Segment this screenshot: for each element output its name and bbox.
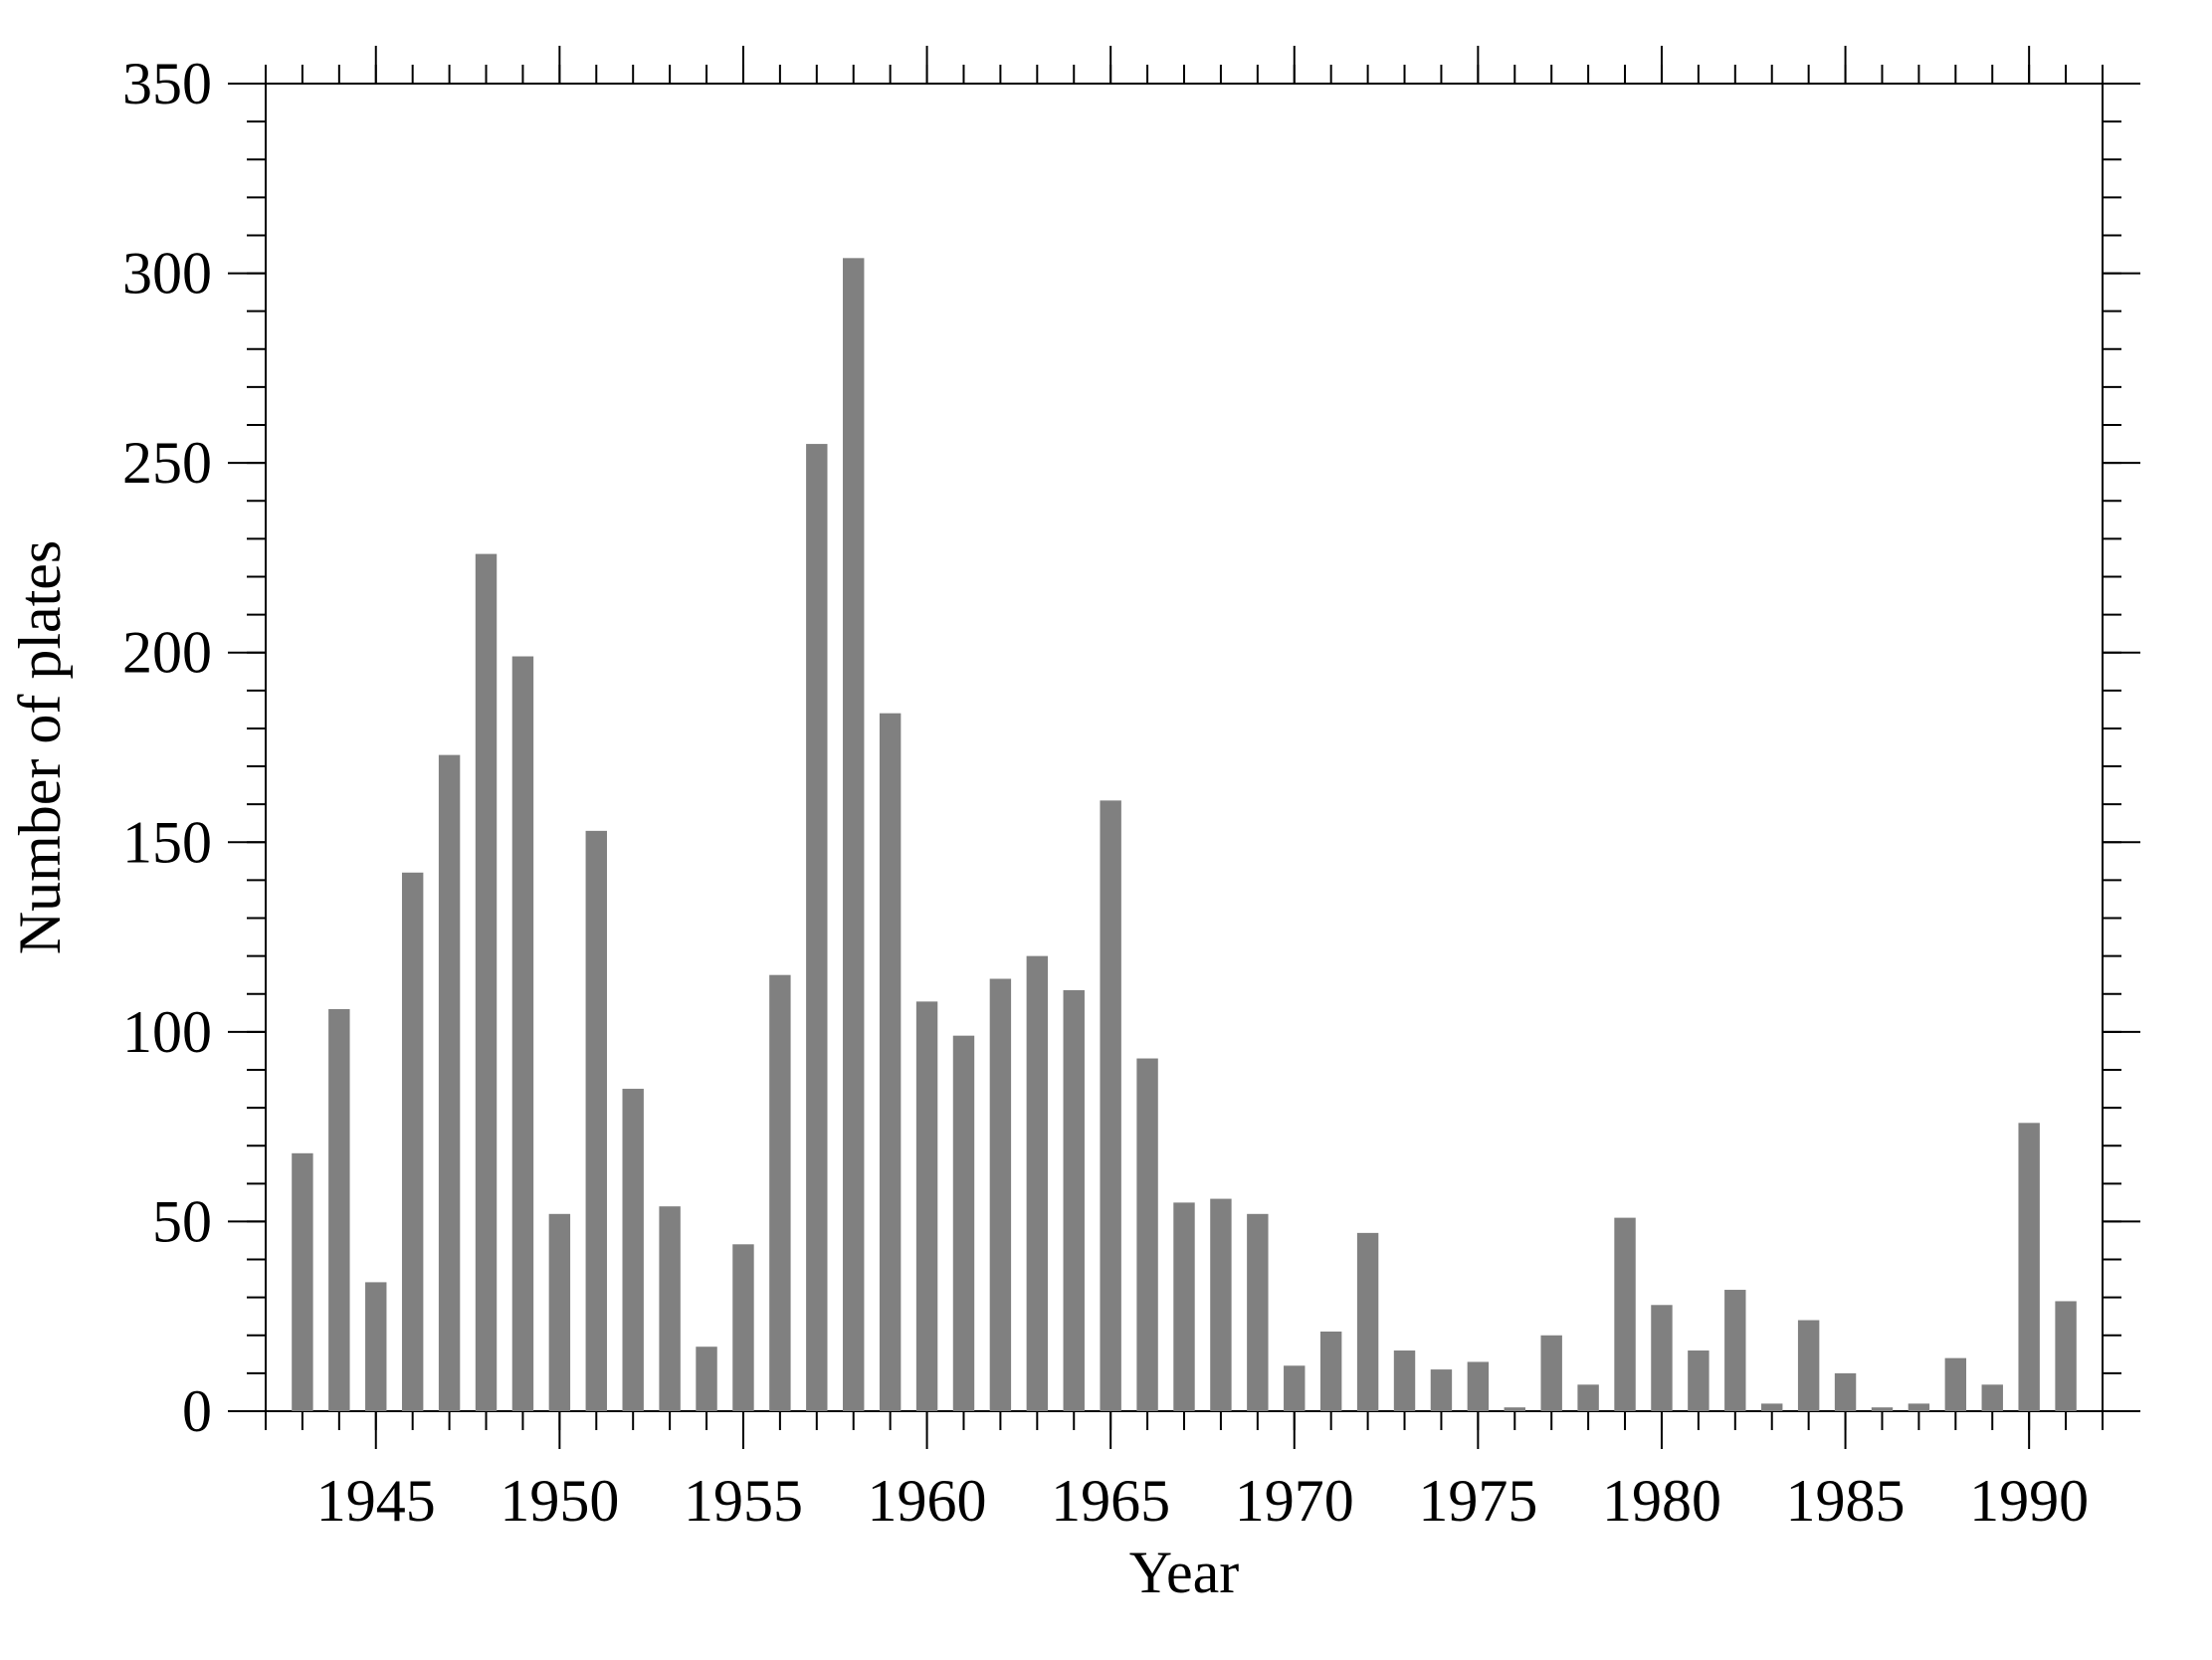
bar (1430, 1369, 1453, 1411)
y-tick-label: 350 (122, 51, 212, 116)
bar (1284, 1365, 1306, 1411)
y-tick-label: 150 (122, 809, 212, 875)
bar (2055, 1301, 2077, 1411)
bar (401, 872, 424, 1411)
bar (1614, 1217, 1636, 1411)
bar (1319, 1331, 1342, 1411)
bar (622, 1089, 644, 1411)
bar (1981, 1384, 2003, 1411)
y-tick-label: 200 (122, 620, 212, 686)
bar (1393, 1350, 1416, 1411)
bar (1504, 1407, 1525, 1411)
x-tick-label: 1980 (1602, 1468, 1721, 1534)
bar (1026, 955, 1049, 1411)
bar (1136, 1058, 1158, 1411)
bar (879, 713, 902, 1411)
x-tick-label: 1965 (1051, 1468, 1170, 1534)
y-tick-label: 50 (152, 1188, 212, 1254)
x-tick-label: 1960 (868, 1468, 987, 1534)
bar (1944, 1357, 1967, 1411)
x-tick-label: 1945 (316, 1468, 436, 1534)
bar (292, 1152, 313, 1411)
bar (1100, 800, 1121, 1411)
x-tick-label: 1985 (1786, 1468, 1906, 1534)
bar (548, 1213, 571, 1411)
bar (696, 1347, 717, 1411)
bar (438, 754, 461, 1411)
bar (475, 553, 498, 1411)
bar (1540, 1335, 1562, 1411)
bar (843, 258, 865, 1412)
x-tick-label: 1955 (684, 1468, 803, 1534)
x-tick-label: 1950 (500, 1468, 619, 1534)
bar (1797, 1320, 1820, 1411)
y-axis-label: Number of plates (7, 540, 73, 955)
bar (1651, 1305, 1673, 1411)
bar (1247, 1213, 1269, 1411)
bar (1688, 1350, 1709, 1411)
bar (2018, 1123, 2040, 1411)
bar (769, 974, 791, 1411)
bar (989, 978, 1012, 1411)
bar (952, 1035, 975, 1411)
y-tick-label: 250 (122, 430, 212, 496)
bar (1871, 1407, 1894, 1411)
y-tick-label: 100 (122, 999, 212, 1065)
bar (328, 1008, 350, 1411)
bar (511, 656, 534, 1411)
bar (365, 1282, 387, 1411)
bar (732, 1244, 754, 1411)
y-tick-label: 300 (122, 241, 212, 307)
bar (1063, 989, 1085, 1411)
bar (806, 444, 828, 1412)
bar (659, 1206, 681, 1411)
bar (1908, 1403, 1930, 1411)
bar (1173, 1202, 1195, 1411)
bar (1356, 1232, 1379, 1411)
bar (1834, 1372, 1857, 1411)
bar (1467, 1361, 1490, 1411)
bar (585, 830, 607, 1411)
x-tick-label: 1975 (1418, 1468, 1537, 1534)
bar (915, 1001, 938, 1411)
bar (1210, 1198, 1232, 1411)
bar (1577, 1384, 1599, 1411)
x-tick-label: 1990 (1969, 1468, 2089, 1534)
bar (1761, 1403, 1783, 1411)
x-axis-label: Year (1129, 1540, 1240, 1605)
y-tick-label: 0 (182, 1378, 212, 1444)
x-tick-label: 1970 (1235, 1468, 1354, 1534)
bar (1724, 1290, 1746, 1411)
